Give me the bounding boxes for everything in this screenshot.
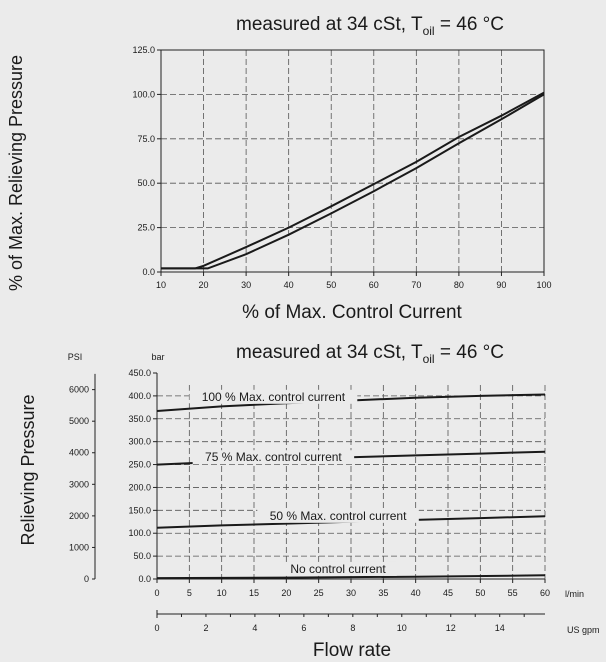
bottom-y-tick-label: 150.0 xyxy=(128,505,151,515)
top-series-line-1 xyxy=(161,91,545,270)
bottom-x-tick-label: 20 xyxy=(281,588,291,598)
bar-unit-label: bar xyxy=(151,352,164,362)
gpm-tick-label: 6 xyxy=(301,623,306,633)
top-x-tick-label: 100 xyxy=(536,280,551,290)
top-x-tick-label: 70 xyxy=(411,280,421,290)
top-y-tick-label: 0.0 xyxy=(142,267,155,277)
gpm-tick-label: 2 xyxy=(203,623,208,633)
psi-tick-label: 1000 xyxy=(69,542,89,552)
bottom-y-tick-label: 50.0 xyxy=(133,551,151,561)
bottom-x-tick-label: 45 xyxy=(443,588,453,598)
series-label-bg xyxy=(257,508,419,523)
bottom-x-axis-label: Flow rate xyxy=(313,640,391,661)
bottom-x-tick-label: 50 xyxy=(475,588,485,598)
psi-tick-label: 2000 xyxy=(69,511,89,521)
bottom-x-tick-label: 10 xyxy=(217,588,227,598)
top-y-axis-label: % of Max. Relieving Pressure xyxy=(6,55,26,291)
bottom-x-tick-label: 0 xyxy=(154,588,159,598)
top-y-tick-label: 25.0 xyxy=(137,223,155,233)
psi-tick-label: 6000 xyxy=(69,385,89,395)
gpm-tick-label: 14 xyxy=(495,623,505,633)
gpm-tick-label: 4 xyxy=(252,623,257,633)
bottom-y-tick-label: 450.0 xyxy=(128,368,151,378)
top-y-tick-label: 75.0 xyxy=(137,134,155,144)
bottom-y-tick-label: 400.0 xyxy=(128,391,151,401)
series-label-bg xyxy=(189,389,358,404)
series-label-bg xyxy=(192,450,355,465)
top-x-tick-label: 20 xyxy=(199,280,209,290)
top-x-tick-label: 80 xyxy=(454,280,464,290)
top-plot-frame xyxy=(160,49,545,273)
bottom-x-tick-label: 25 xyxy=(314,588,324,598)
bottom-y-tick-label: 250.0 xyxy=(128,460,151,470)
bottom-x-tick-label: 30 xyxy=(346,588,356,598)
bottom-x-tick-label: 35 xyxy=(378,588,388,598)
psi-unit-label: PSI xyxy=(68,352,83,362)
bottom-x-tick-label: 5 xyxy=(187,588,192,598)
top-x-tick-label: 50 xyxy=(326,280,336,290)
bottom-x-tick-label: 55 xyxy=(508,588,518,598)
bottom-y-tick-label: 0.0 xyxy=(138,574,151,584)
psi-tick-label: 4000 xyxy=(69,448,89,458)
bottom-y-tick-label: 300.0 xyxy=(128,437,151,447)
lmin-unit-label: l/min xyxy=(565,589,584,599)
series-label-2: 75 % Max. control current xyxy=(205,450,342,464)
top-y-tick-label: 100.0 xyxy=(132,89,155,99)
top-x-tick-label: 90 xyxy=(496,280,506,290)
bottom-y-tick-label: 200.0 xyxy=(128,482,151,492)
series-label-3: 50 % Max. control current xyxy=(270,509,407,523)
bottom-chart-title: measured at 34 cSt, Toil = 46 °C xyxy=(236,342,504,366)
top-x-tick-label: 40 xyxy=(284,280,294,290)
bottom-y-tick-label: 100.0 xyxy=(128,528,151,538)
bottom-x-tick-label: 60 xyxy=(540,588,550,598)
top-x-tick-label: 60 xyxy=(369,280,379,290)
gpm-tick-label: 0 xyxy=(154,623,159,633)
bottom-y-axis-label: Relieving Pressure xyxy=(18,394,38,545)
top-x-axis-label: % of Max. Control Current xyxy=(242,302,462,323)
top-y-tick-label: 125.0 xyxy=(132,45,155,55)
bottom-y-tick-label: 350.0 xyxy=(128,414,151,424)
top-x-tick-label: 30 xyxy=(241,280,251,290)
series-label-4: No control current xyxy=(290,562,386,576)
bottom-series-line-4 xyxy=(156,574,546,580)
gpm-tick-label: 12 xyxy=(446,623,456,633)
gpm-tick-label: 10 xyxy=(397,623,407,633)
psi-tick-label: 0 xyxy=(84,574,89,584)
gpm-tick-label: 8 xyxy=(350,623,355,633)
series-label-bg xyxy=(279,561,397,576)
series-label-1: 100 % Max. control current xyxy=(202,390,346,404)
bottom-x-tick-label: 15 xyxy=(249,588,259,598)
psi-tick-label: 5000 xyxy=(69,416,89,426)
top-x-tick-label: 10 xyxy=(156,280,166,290)
bottom-chart: measured at 34 cSt, Toil = 46 °C 0 5 10 15 2… xyxy=(18,342,600,661)
top-y-tick-label: 50.0 xyxy=(137,178,155,188)
bottom-x-tick-label: 40 xyxy=(411,588,421,598)
top-series-line-2 xyxy=(161,93,545,270)
psi-tick-label: 3000 xyxy=(69,479,89,489)
usgpm-unit-label: US gpm xyxy=(567,625,600,635)
top-chart-title: measured at 34 cSt, Toil = 46 °C xyxy=(236,14,504,38)
top-chart: measured at 34 cSt, Toil = 46 °C 10 20 30 4… xyxy=(6,14,552,323)
